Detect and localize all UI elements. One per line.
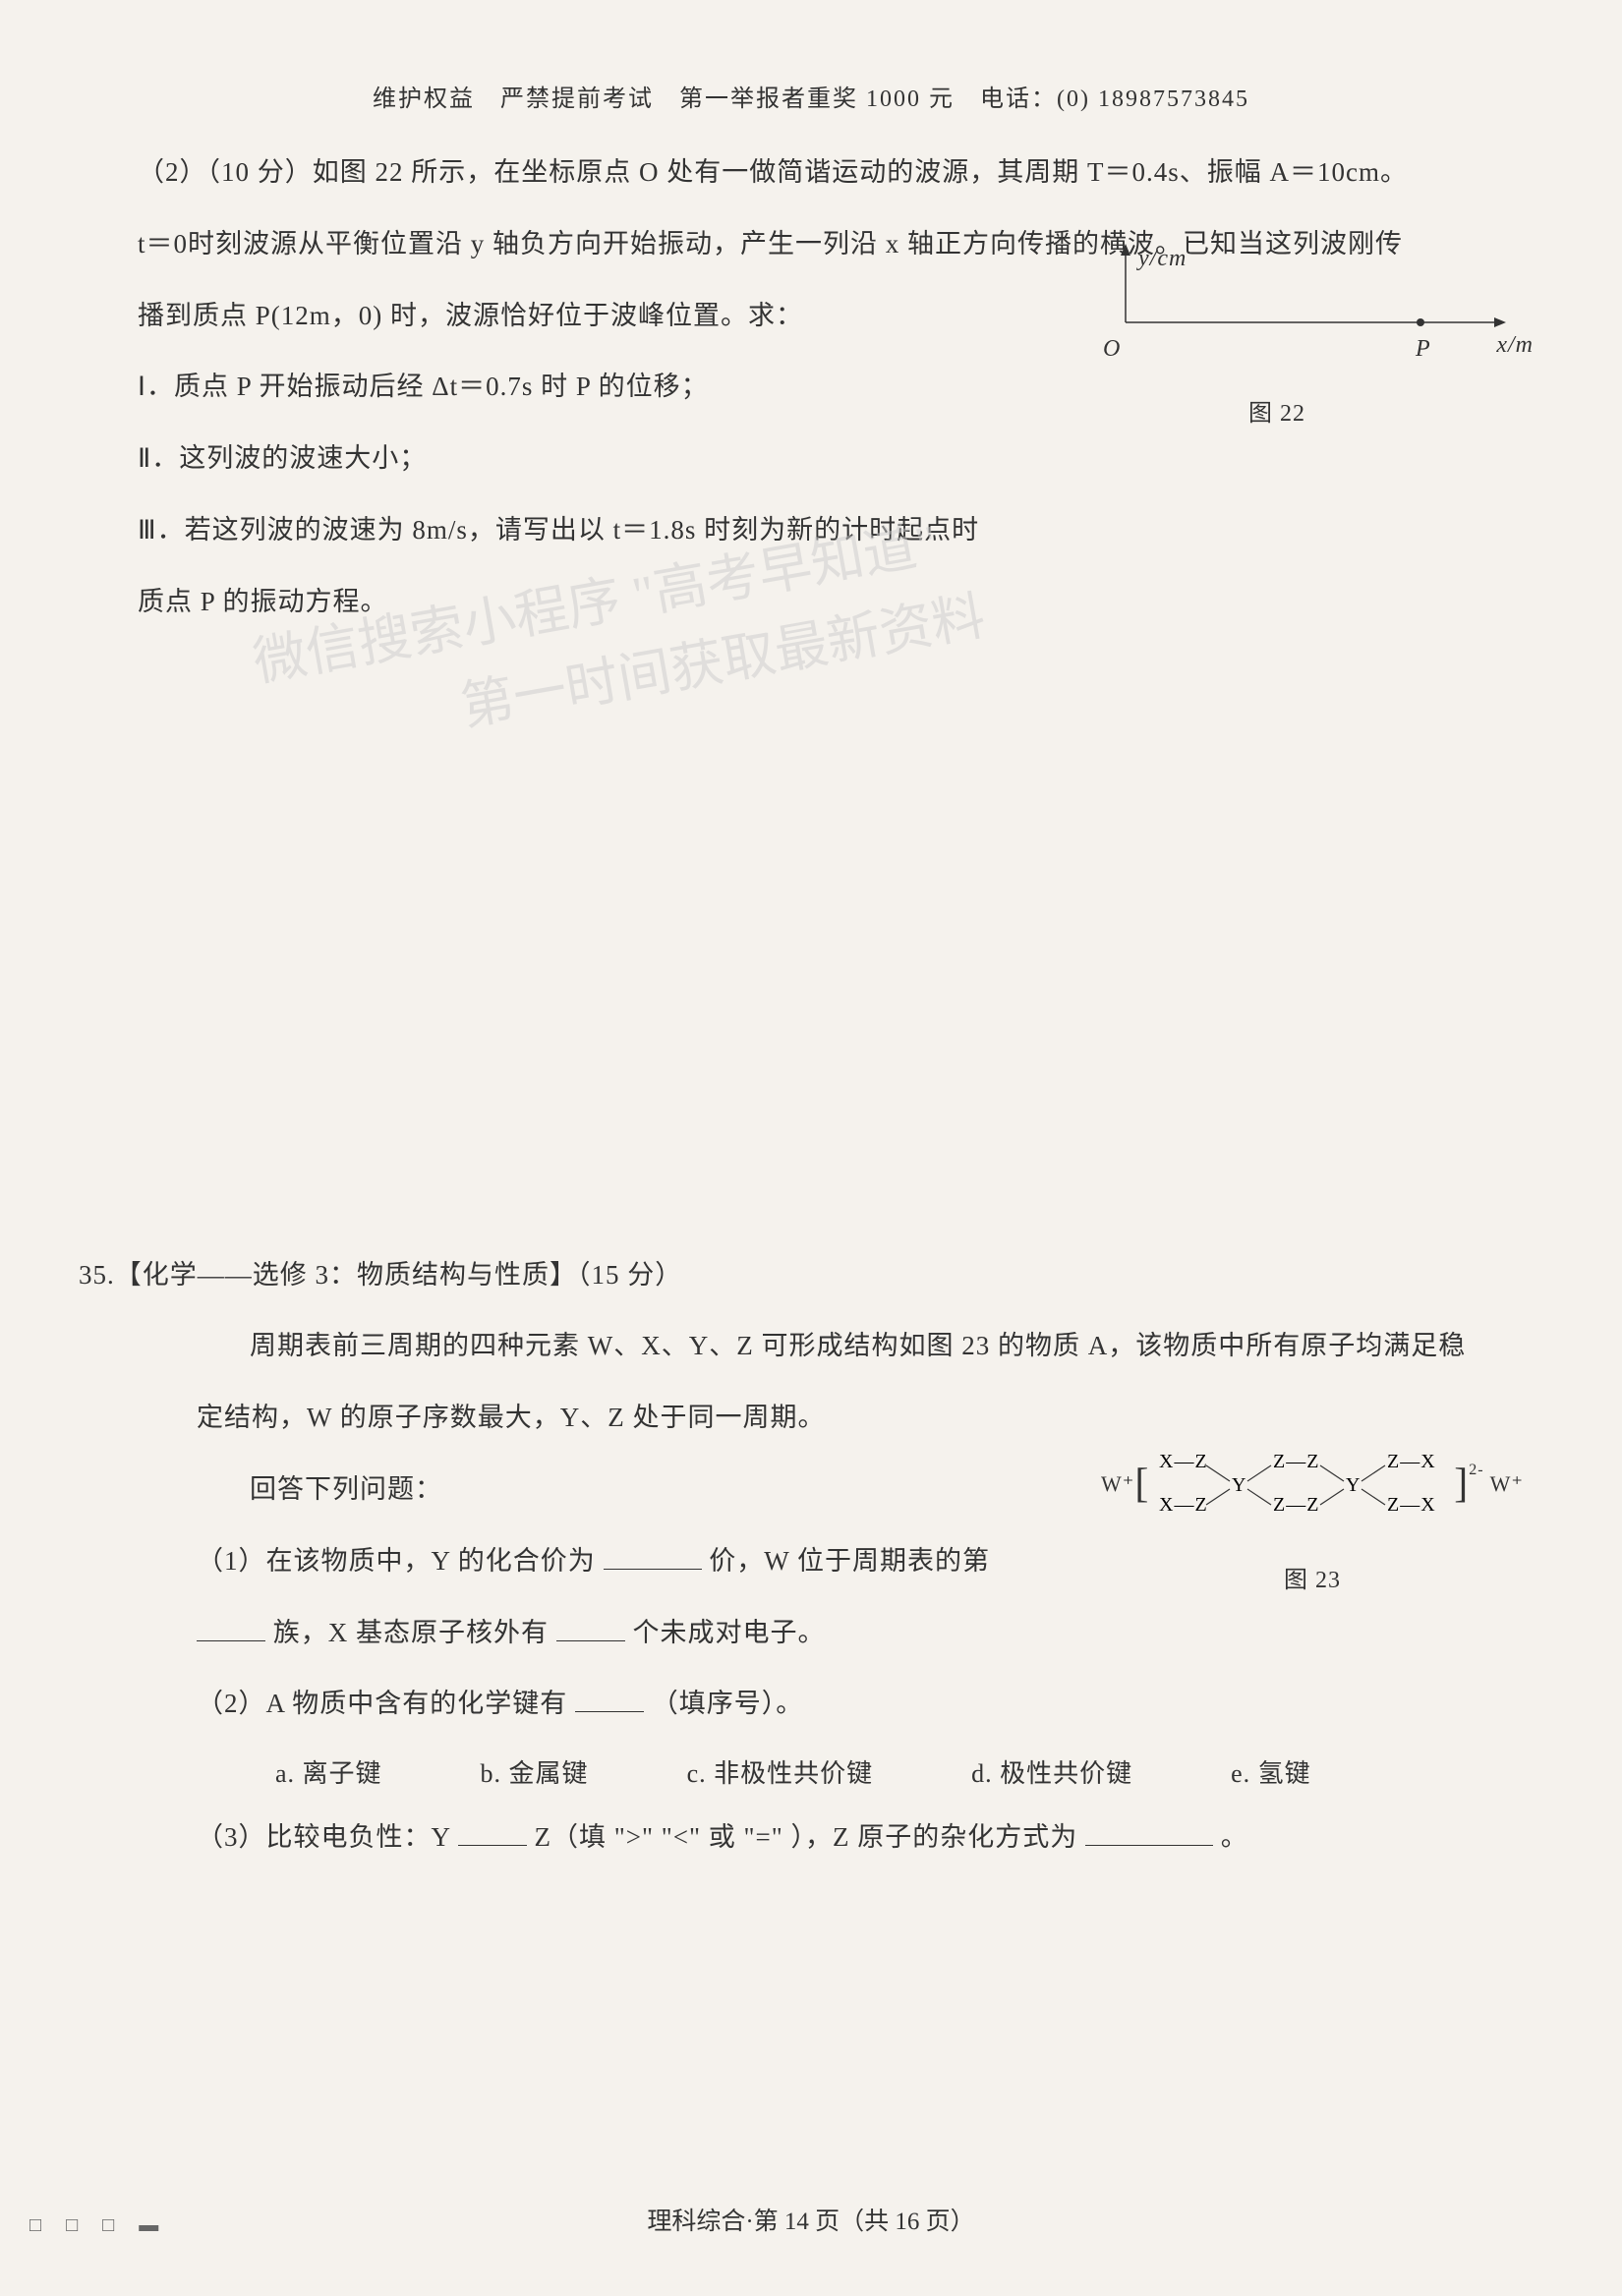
- y-axis-label: y/cm: [1138, 231, 1187, 288]
- left-w-label: W⁺: [1101, 1459, 1134, 1511]
- svg-text:X—Z: X—Z: [1159, 1494, 1208, 1516]
- figure-23-label: 图 23: [1101, 1553, 1524, 1610]
- blank-group: [197, 1615, 265, 1641]
- q35-sub1-line1: （1）在该物质中，Y 的化合价为 价，W 位于周期表的第: [197, 1529, 1052, 1593]
- q35-sub3b: Z（填 ">" "<" 或 "=" ），Z 原子的杂化方式为: [535, 1822, 1078, 1852]
- q35-sub2: （2）A 物质中含有的化学键有 （填序号）。: [197, 1672, 1484, 1736]
- q35-sub3a: （3）比较电负性：Y: [197, 1822, 450, 1852]
- svg-text:X—Z: X—Z: [1159, 1451, 1208, 1472]
- q2-intro: （2）（10 分）如图 22 所示，在坐标原点 O 处有一做简谐运动的波源，其周…: [138, 141, 1484, 204]
- option-c: c. 非极性共价键: [687, 1744, 874, 1805]
- q35-sub3c: 。: [1221, 1822, 1248, 1852]
- q35-sub3: （3）比较电负性：Y Z（填 ">" "<" 或 "=" ），Z 原子的杂化方式…: [197, 1806, 1484, 1869]
- option-d: d. 极性共价键: [971, 1744, 1132, 1805]
- svg-text:Z—Z: Z—Z: [1273, 1494, 1319, 1516]
- header-text: 维护权益 严禁提前考试 第一举报者重奖 1000 元 电话：(0) 189875…: [138, 79, 1484, 113]
- origin-label: O: [1103, 321, 1121, 378]
- charge-label: 2-: [1469, 1452, 1483, 1489]
- figure-23-diagram: W⁺ [ X—Z X—Z Y Z—Z Z—Z Y: [1101, 1435, 1524, 1610]
- x-axis-label: x/m: [1496, 317, 1534, 374]
- left-bracket-icon: [: [1134, 1435, 1149, 1534]
- option-e: e. 氢键: [1231, 1744, 1311, 1805]
- q35-sub1d: 个未成对电子。: [633, 1618, 826, 1647]
- right-w-label: W⁺: [1490, 1459, 1524, 1511]
- q2-sub3b: 质点 P 的振动方程。: [138, 570, 1042, 634]
- q2-sub1: Ⅰ．质点 P 开始振动后经 Δt＝0.7s 时 P 的位移；: [138, 355, 1042, 419]
- q35-title: 35.【化学——选修 3：物质结构与性质】（15 分）: [79, 1243, 1484, 1307]
- q35-sub1a: （1）在该物质中，Y 的化合价为: [197, 1546, 596, 1576]
- blank-valence: [604, 1543, 702, 1570]
- svg-text:Y: Y: [1232, 1474, 1246, 1496]
- q35-intro: 周期表前三周期的四种元素 W、X、Y、Z 可形成结构如图 23 的物质 A，该物…: [197, 1314, 1484, 1378]
- structure-svg: X—Z X—Z Y Z—Z Z—Z Y Z—X Z—X: [1149, 1450, 1454, 1519]
- q2-sub2: Ⅱ．这列波的波速大小；: [138, 427, 1042, 490]
- blank-electrons: [556, 1615, 625, 1641]
- q35-sub2a: （2）A 物质中含有的化学键有: [197, 1689, 567, 1718]
- q2-sub3: Ⅲ．若这列波的波速为 8m/s，请写出以 t＝1.8s 时刻为新的计时起点时: [138, 498, 1042, 562]
- q35-sub1b: 价，W 位于周期表的第: [709, 1546, 990, 1576]
- blank-compare: [458, 1819, 527, 1846]
- option-b: b. 金属键: [481, 1744, 589, 1805]
- svg-text:Z—X: Z—X: [1387, 1451, 1436, 1472]
- svg-text:Z—Z: Z—Z: [1273, 1451, 1319, 1472]
- q35-intro1: 周期表前三周期的四种元素 W、X、Y、Z 可形成结构如图 23 的物质 A，该物…: [250, 1331, 1466, 1360]
- svg-text:Z—X: Z—X: [1387, 1494, 1436, 1516]
- q35-sub2b: （填序号）。: [652, 1689, 804, 1718]
- figure-22-label: 图 22: [1248, 386, 1305, 443]
- q35-options: a. 离子键 b. 金属键 c. 非极性共价键 d. 极性共价键 e. 氢键: [197, 1744, 1484, 1805]
- q35-sub1c: 族，X 基态原子核外有: [273, 1618, 549, 1647]
- question-2-block: （2）（10 分）如图 22 所示，在坐标原点 O 处有一做简谐运动的波源，其周…: [138, 141, 1484, 634]
- q35-prompt-text: 回答下列问题：: [250, 1474, 442, 1504]
- q35-sub1-line2: 族，X 基态原子核外有 个未成对电子。: [197, 1601, 1484, 1665]
- blank-bonds: [575, 1686, 644, 1712]
- blank-hybrid: [1085, 1819, 1213, 1846]
- question-35-block: 35.【化学——选修 3：物质结构与性质】（15 分） 周期表前三周期的四种元素…: [138, 1243, 1484, 1869]
- right-bracket-icon: ]: [1454, 1435, 1469, 1534]
- option-a: a. 离子键: [275, 1744, 382, 1805]
- page-footer: 理科综合·第 14 页（共 16 页）: [0, 2202, 1622, 2237]
- figure-22-diagram: y/cm x/m O P 图 22: [1081, 239, 1514, 435]
- svg-text:Y: Y: [1346, 1474, 1361, 1496]
- point-p-label: P: [1416, 321, 1431, 378]
